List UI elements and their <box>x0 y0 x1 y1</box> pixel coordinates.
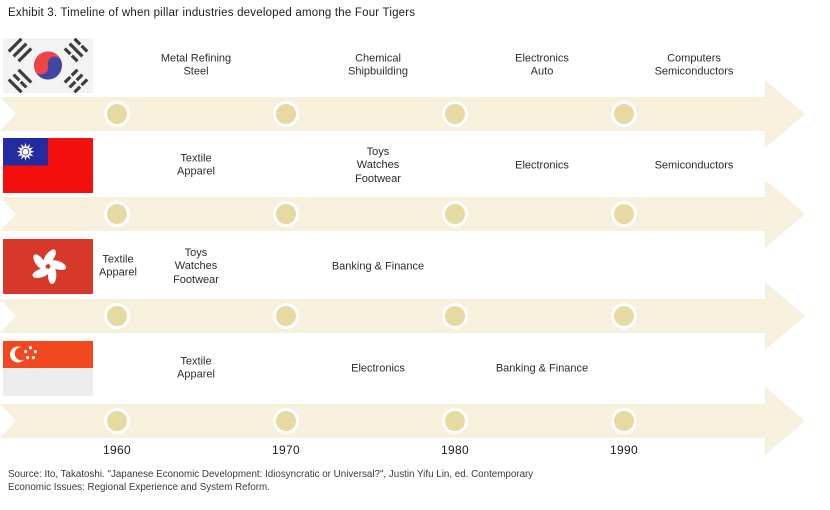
decade-marker-dot <box>104 408 130 434</box>
industry-label: Electronics <box>515 158 569 171</box>
arrow-tail-notch <box>0 97 16 131</box>
timeline-arrow-band <box>0 282 805 350</box>
industry-label: Banking & Finance <box>331 259 425 272</box>
year-label-1990: 1990 <box>610 443 638 457</box>
source-citation: Source: Ito, Takatoshi. "Japanese Econom… <box>8 469 534 493</box>
arrow-head <box>765 80 805 148</box>
decade-marker-dot <box>273 408 299 434</box>
year-label-1960: 1960 <box>103 443 131 457</box>
row-taiwan: Textile Apparel Toys Watches Footwear El… <box>0 138 763 193</box>
arrow-head <box>765 180 805 248</box>
year-label-1980: 1980 <box>441 443 469 457</box>
decade-marker-dot <box>611 201 637 227</box>
industry-label: Semiconductors <box>654 158 734 171</box>
decade-marker-dot <box>273 201 299 227</box>
arrow-tail-notch <box>0 299 16 333</box>
arrow-tail-notch <box>0 197 16 231</box>
row-singapore: Textile Apparel Electronics Banking & Fi… <box>0 341 763 396</box>
year-label-1970: 1970 <box>272 443 300 457</box>
decade-marker-dot <box>273 101 299 127</box>
decade-marker-dot <box>611 303 637 329</box>
row-south-korea: Metal Refining Steel Chemical Shipbuildi… <box>0 38 763 93</box>
timeline-arrow-band <box>0 180 805 248</box>
industry-label: Electronics Auto <box>515 52 569 78</box>
industry-label: Textile Apparel <box>99 253 137 279</box>
industry-label: Banking & Finance <box>495 361 589 374</box>
figure-title: Exhibit 3. Timeline of when pillar indus… <box>8 7 416 19</box>
decade-marker-dot <box>273 303 299 329</box>
industry-label: Electronics <box>351 361 405 374</box>
arrow-head <box>765 282 805 350</box>
decade-marker-dot <box>442 101 468 127</box>
singapore-flag-icon <box>3 341 93 396</box>
industry-label: Toys Watches Footwear <box>355 145 401 185</box>
industry-label: Toys Watches Footwear <box>173 246 219 286</box>
row-hong-kong: Textile Apparel Toys Watches Footwear Ba… <box>0 239 763 294</box>
arrow-head <box>765 387 805 455</box>
decade-marker-dot <box>104 201 130 227</box>
industry-label: Computers Semiconductors <box>654 52 734 78</box>
decade-marker-dot <box>104 303 130 329</box>
south-korea-flag-icon <box>3 38 93 93</box>
timeline-arrow-band <box>0 387 805 455</box>
decade-marker-dot <box>611 101 637 127</box>
hong-kong-flag-icon <box>3 239 93 294</box>
decade-marker-dot <box>442 303 468 329</box>
timeline-arrow-band <box>0 80 805 148</box>
industry-label: Chemical Shipbuilding <box>348 52 408 78</box>
decade-marker-dot <box>611 408 637 434</box>
decade-marker-dot <box>104 101 130 127</box>
industry-label: Metal Refining Steel <box>160 52 232 78</box>
decade-marker-dot <box>442 408 468 434</box>
decade-marker-dot <box>442 201 468 227</box>
arrow-tail-notch <box>0 404 16 438</box>
taiwan-flag-icon <box>3 138 93 193</box>
industry-label: Textile Apparel <box>177 152 215 178</box>
industry-label: Textile Apparel <box>177 355 215 381</box>
